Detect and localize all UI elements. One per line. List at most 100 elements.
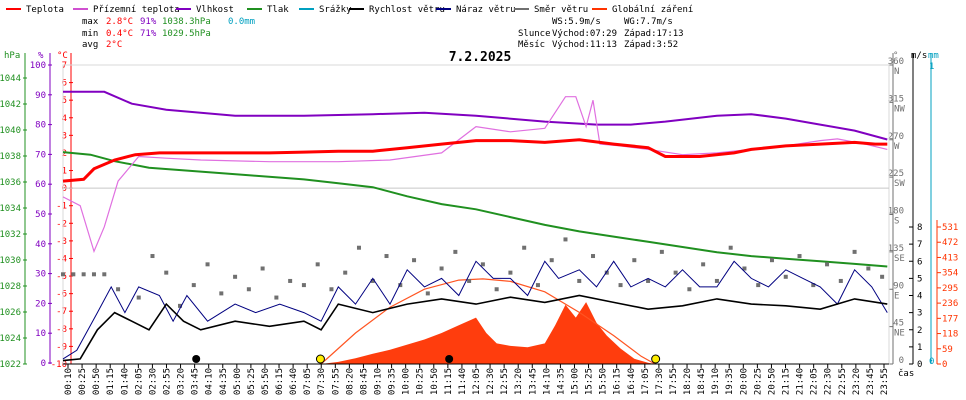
axis-tick-label: 4 bbox=[917, 292, 922, 302]
wind-speed-line bbox=[62, 294, 888, 362]
wind-direction-point bbox=[71, 272, 76, 277]
x-tick-label: 06:40 bbox=[289, 368, 299, 395]
x-tick-label: 00:50 bbox=[92, 368, 102, 395]
x-tick-label: 17:30 bbox=[655, 368, 665, 395]
x-axis-label: čas bbox=[898, 368, 914, 379]
wind-direction-point bbox=[687, 287, 692, 292]
axis-tick-label: 0 bbox=[929, 357, 934, 367]
axis-tick-label: 1040 bbox=[0, 126, 21, 136]
x-tick-label: 02:05 bbox=[134, 368, 144, 395]
wind-direction-point bbox=[205, 262, 210, 267]
axis-tick-label: 1038 bbox=[0, 152, 21, 162]
axis-tick-label: 7 bbox=[917, 240, 922, 250]
x-tick-label: 01:15 bbox=[106, 368, 116, 395]
axis-tick-label: -10 bbox=[51, 360, 67, 370]
wind-direction-point bbox=[742, 266, 747, 271]
wind-direction-point bbox=[852, 249, 857, 254]
humidity-line bbox=[63, 90, 888, 141]
axis-tick-label: 5 bbox=[917, 274, 922, 284]
stat-value: 0.0mm bbox=[228, 17, 255, 27]
wind-direction-point bbox=[425, 291, 430, 296]
x-tick-label: 23:55 bbox=[880, 368, 890, 395]
axis-tick-label: 60 bbox=[35, 180, 46, 190]
moon-label: Měsíc bbox=[518, 40, 545, 50]
axis-tick-label: 1044 bbox=[0, 74, 21, 84]
wind-direction-point bbox=[522, 245, 527, 250]
x-tick-label: 21:40 bbox=[796, 368, 806, 395]
axis-unit: mm bbox=[928, 51, 939, 61]
wind-direction-point bbox=[370, 278, 375, 283]
axis-tick-label: 236 bbox=[942, 299, 958, 309]
direction-name: N bbox=[894, 67, 899, 77]
wind-direction-point bbox=[315, 262, 320, 267]
wind-direction-point bbox=[246, 287, 251, 292]
wind-direction-point bbox=[563, 237, 568, 242]
wind-direction-point bbox=[673, 270, 678, 275]
wind-direction-point bbox=[150, 254, 155, 259]
axis-tick-label: 2 bbox=[917, 326, 922, 336]
wind-direction-point bbox=[797, 254, 802, 259]
sunset-value: Západ:17:13 bbox=[624, 29, 684, 39]
axis-tick-label: 413 bbox=[942, 253, 958, 263]
wind-gust-line bbox=[62, 260, 888, 360]
axis-tick-label: 1026 bbox=[0, 308, 21, 318]
stats-block: max 2.8°C 91% 1038.3hPa 0.0mm min 0.4°C 71% 1029… bbox=[82, 17, 255, 50]
x-tick-label: 04:35 bbox=[219, 368, 229, 395]
wind-direction-point bbox=[632, 258, 637, 263]
axis-unit: °C bbox=[57, 51, 68, 61]
stat-value: 1038.3hPa bbox=[162, 17, 211, 27]
x-tick-label: 09:10 bbox=[374, 368, 384, 395]
x-tick-label: 06:15 bbox=[275, 368, 285, 395]
axis-tick-label: 118 bbox=[942, 330, 958, 340]
legend-label: Teplota bbox=[26, 5, 64, 15]
axis-tick-label: -6 bbox=[56, 290, 67, 300]
wind-direction-point bbox=[659, 249, 664, 254]
sunrise-value: Východ:07:29 bbox=[552, 29, 617, 39]
x-tick-label: 19:10 bbox=[711, 368, 721, 395]
axis-tick-label: 5 bbox=[62, 96, 67, 106]
axis-tick-label: 70 bbox=[35, 150, 46, 160]
x-tick-label: 15:00 bbox=[571, 368, 581, 395]
axis-tick-label: 0 bbox=[942, 360, 947, 370]
axis-tick-label: 180 bbox=[888, 207, 904, 217]
legend-label: Vlhkost bbox=[196, 5, 234, 15]
wind-direction-point bbox=[756, 283, 761, 288]
axis-tick-label: 1024 bbox=[0, 334, 21, 344]
plot-area bbox=[61, 64, 890, 365]
axis-tick-label: 90 bbox=[893, 281, 904, 291]
stat-value: min bbox=[82, 29, 98, 39]
wg-value: WG:7.7m/s bbox=[624, 17, 673, 27]
x-tick-label: 20:25 bbox=[753, 368, 763, 395]
x-tick-label: 08:20 bbox=[345, 368, 355, 395]
axis-tick-label: 0 bbox=[917, 360, 922, 370]
x-tick-label: 07:55 bbox=[331, 368, 341, 395]
x-tick-label: 11:15 bbox=[444, 368, 454, 395]
axis-tick-label: 1034 bbox=[0, 204, 21, 214]
wind-direction-point bbox=[508, 270, 513, 275]
wind-direction-point bbox=[61, 272, 65, 277]
axis-tick-label: 40 bbox=[35, 240, 46, 250]
wind-direction-point bbox=[356, 245, 361, 250]
axis-tick-label: -5 bbox=[56, 272, 67, 282]
moon-marker bbox=[192, 355, 201, 363]
wind-direction-point bbox=[591, 254, 596, 259]
stat-value: avg bbox=[82, 40, 98, 50]
legend-label: Globální záření bbox=[612, 5, 693, 15]
stat-value: max bbox=[82, 17, 99, 27]
x-tick-label: 22:05 bbox=[810, 368, 820, 395]
x-tick-label: 14:35 bbox=[556, 368, 566, 395]
x-tick-label: 11:40 bbox=[458, 368, 468, 395]
legend-label: Srážky bbox=[319, 5, 352, 15]
direction-name: E bbox=[894, 291, 899, 301]
axis-tick-label: 354 bbox=[942, 269, 958, 279]
x-tick-label: 07:30 bbox=[317, 368, 327, 395]
wind-direction-point bbox=[260, 266, 265, 271]
x-tick-label: 00:10 bbox=[64, 368, 74, 395]
legend-label: Směr větru bbox=[534, 5, 588, 15]
axis-tick-label: 0 bbox=[41, 359, 46, 369]
axis-tick-label: 472 bbox=[942, 238, 958, 248]
axis-tick-label: 3 bbox=[917, 309, 922, 319]
x-tick-label: 08:45 bbox=[359, 368, 369, 395]
